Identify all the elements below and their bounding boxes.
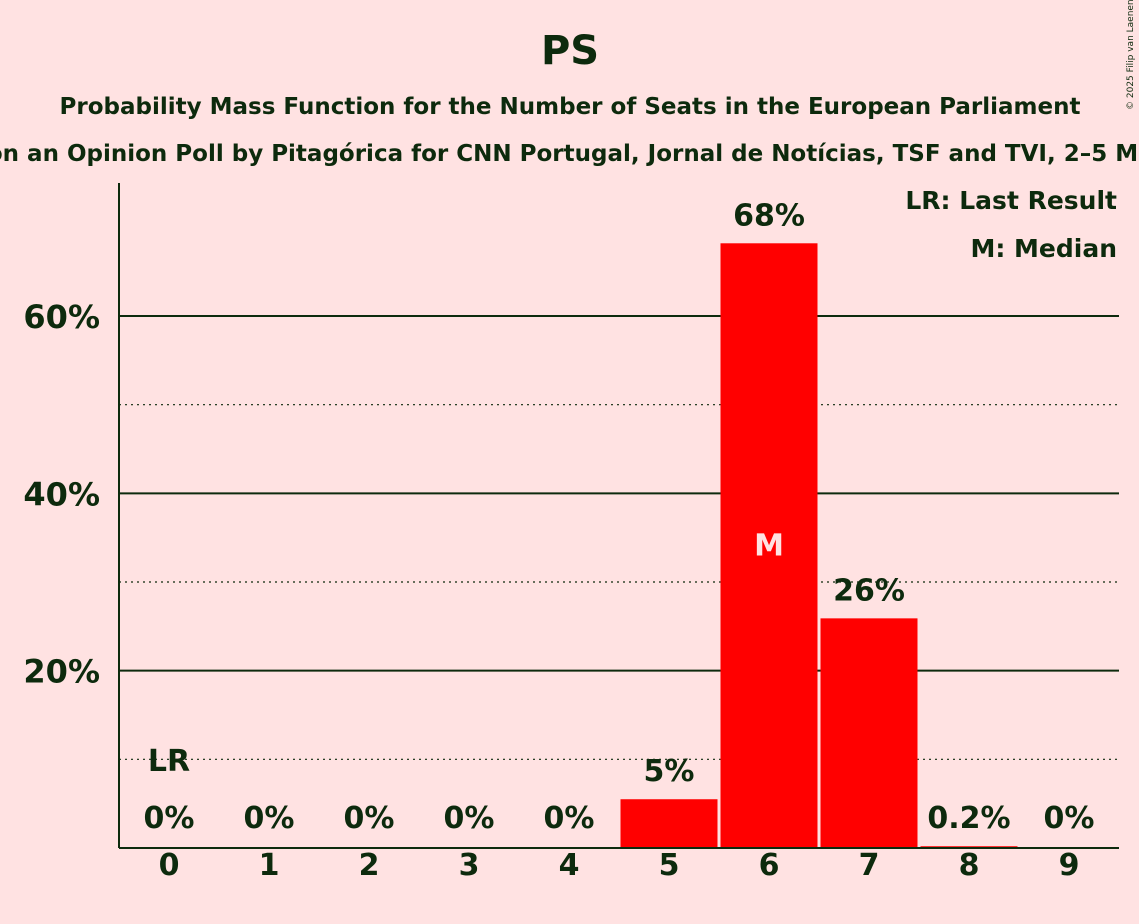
x-tick-label: 0: [159, 848, 180, 883]
x-axis-labels: 0 1 2 3 4 5 6 7 8 9: [159, 848, 1080, 883]
data-labels: 0% 0% 0% 0% 0% 5% 68% 26% 0.2% 0% M LR: [144, 198, 1095, 836]
y-axis-labels: 20% 40% 60%: [23, 298, 100, 691]
data-label: 26%: [833, 573, 905, 608]
x-tick-label: 1: [259, 848, 280, 883]
bar: [620, 799, 718, 848]
x-tick-label: 7: [859, 848, 880, 883]
data-label: 0%: [444, 801, 495, 836]
y-tick-label: 20%: [23, 653, 100, 691]
median-marker: M: [754, 529, 784, 564]
x-tick-label: 2: [359, 848, 380, 883]
data-label: 0%: [244, 801, 295, 836]
x-tick-label: 6: [759, 848, 780, 883]
data-label: 0.2%: [927, 801, 1010, 836]
data-label: 0%: [344, 801, 395, 836]
x-tick-label: 5: [659, 848, 680, 883]
data-label: 68%: [733, 198, 805, 233]
chart-subtitle-source: Based on an Opinion Poll by Pitagórica f…: [0, 141, 1139, 167]
data-label: 0%: [144, 801, 195, 836]
x-tick-label: 3: [459, 848, 480, 883]
bars: [620, 243, 1018, 848]
y-tick-label: 40%: [23, 475, 100, 513]
y-tick-label: 60%: [23, 298, 100, 336]
data-label: 0%: [1044, 801, 1095, 836]
legend-median: M: Median: [970, 234, 1117, 263]
bar: [820, 618, 918, 848]
gridlines: [119, 315, 1119, 760]
copyright-notice: © 2025 Filip van Laenen: [1126, 0, 1136, 110]
x-tick-label: 4: [559, 848, 580, 883]
chart-title: PS: [541, 28, 599, 74]
chart-subtitle: Probability Mass Function for the Number…: [60, 94, 1081, 120]
data-label: 0%: [544, 801, 595, 836]
x-tick-label: 9: [1059, 848, 1080, 883]
x-tick-label: 8: [959, 848, 980, 883]
bar: [720, 243, 818, 848]
legend-last-result: LR: Last Result: [905, 186, 1117, 215]
data-label: 5%: [644, 754, 695, 789]
last-result-marker: LR: [148, 744, 190, 779]
